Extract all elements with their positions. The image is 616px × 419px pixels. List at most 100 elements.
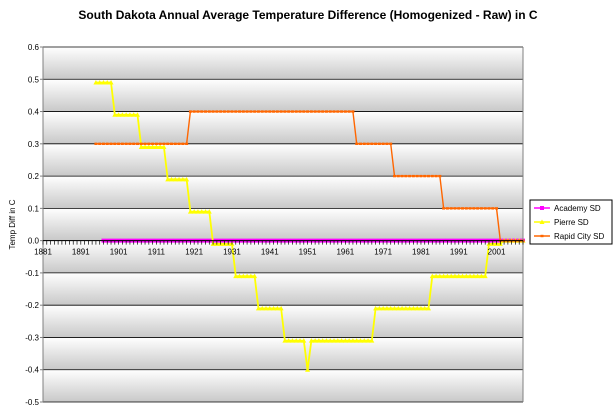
data-point [316, 338, 322, 343]
plot-band [43, 337, 523, 370]
data-point [255, 305, 261, 311]
data-point [331, 338, 337, 343]
data-point [274, 305, 280, 311]
y-tick-label: -0.2 [25, 301, 39, 310]
data-point [441, 273, 447, 279]
y-tick-label: 0.6 [28, 43, 40, 52]
x-tick-label: 1921 [185, 248, 203, 257]
data-point [157, 144, 163, 150]
data-point [350, 338, 356, 343]
y-tick-label: 0.0 [28, 237, 40, 246]
data-point [131, 112, 137, 117]
data-point [482, 273, 488, 279]
data-point [278, 305, 284, 311]
y-tick-label: 0.4 [28, 108, 40, 117]
data-point [180, 176, 186, 182]
data-point [433, 273, 439, 279]
data-point [373, 305, 379, 311]
data-point [184, 176, 190, 182]
data-point [199, 209, 205, 214]
data-point [463, 273, 469, 279]
y-tick-label: 0.5 [28, 75, 40, 84]
data-point [346, 338, 352, 343]
legend-label: Academy SD [554, 204, 601, 213]
y-tick-label: -0.3 [25, 333, 39, 342]
data-point [448, 273, 454, 279]
data-point [267, 305, 273, 311]
data-point [286, 338, 292, 343]
data-point [437, 273, 443, 279]
data-point [365, 338, 371, 343]
data-point [176, 176, 182, 182]
data-point [327, 338, 333, 343]
data-point [172, 176, 178, 182]
data-point [478, 273, 484, 279]
data-point [191, 209, 197, 214]
x-tick-label: 1911 [148, 248, 166, 257]
data-point [127, 112, 133, 117]
data-point [233, 273, 239, 279]
x-tick-label: 1961 [336, 248, 354, 257]
plot-band [43, 111, 523, 144]
data-point [203, 209, 209, 214]
x-tick-label: 1971 [374, 248, 392, 257]
data-point [342, 338, 348, 343]
data-point [422, 305, 428, 311]
data-point [259, 305, 265, 311]
data-point [289, 338, 295, 343]
data-point [475, 273, 481, 279]
data-point [339, 338, 345, 343]
data-point [142, 144, 148, 150]
plot-band [43, 47, 523, 80]
data-point [252, 273, 258, 279]
data-point [388, 305, 394, 311]
data-point [153, 144, 159, 150]
y-tick-label: -0.5 [25, 398, 39, 407]
data-point [444, 273, 450, 279]
data-point [108, 80, 114, 85]
plot-background [43, 47, 523, 402]
data-point [305, 367, 311, 372]
data-point [248, 273, 254, 279]
plot-band [43, 143, 523, 177]
chart-title: South Dakota Annual Average Temperature … [78, 8, 538, 22]
data-point [312, 338, 318, 343]
data-point [112, 112, 118, 117]
data-point [93, 80, 99, 85]
data-point [119, 112, 125, 117]
data-point [354, 338, 360, 343]
axes: 0.6 0.5 0.4 0.3 0.2 0.1 0.0 -0.1 -0.2 -0.3 -0.4 -0.… [8, 43, 524, 407]
plot-band [43, 240, 523, 273]
data-point [323, 338, 329, 343]
legend-label: Pierre SD [554, 218, 589, 227]
data-point [297, 338, 303, 343]
data-point [418, 305, 424, 311]
data-point [426, 305, 432, 311]
data-point [161, 144, 167, 150]
x-tick-label: 1891 [72, 248, 90, 257]
data-point [97, 80, 103, 85]
plot-band [43, 176, 523, 209]
data-point [187, 209, 193, 214]
data-point [380, 305, 386, 311]
plot-band [43, 79, 523, 112]
data-point [376, 305, 382, 311]
data-point [540, 206, 544, 210]
data-point [169, 176, 175, 182]
data-point [407, 305, 413, 311]
data-point [301, 338, 307, 343]
x-tick-label: 1951 [299, 248, 317, 257]
legend-label: Rapid City SD [554, 232, 604, 241]
data-point [104, 80, 110, 85]
legend: Academy SD Pierre SD Rapid City SD [529, 199, 613, 245]
series-line [95, 110, 523, 242]
x-tick-label: 1981 [412, 248, 430, 257]
data-point [134, 112, 140, 117]
data-point [357, 338, 363, 343]
plot-band [43, 208, 523, 241]
data-point [369, 338, 375, 343]
series-rapid-city-sd [94, 110, 525, 242]
data-point [240, 273, 246, 279]
plot-band [43, 272, 523, 306]
